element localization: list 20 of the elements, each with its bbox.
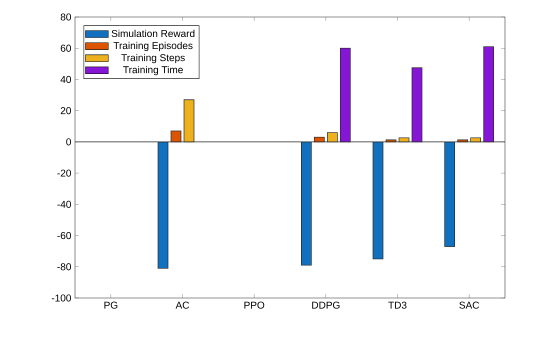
y-tick-label: 20: [60, 107, 72, 114]
x-tick-label: AC: [176, 302, 190, 309]
y-tick-label: 0: [66, 138, 72, 146]
y-tick-label: 40: [60, 76, 72, 83]
x-tick-label: SAC: [459, 302, 480, 309]
x-tick-label: TD3: [388, 302, 407, 309]
y-tick-label: 60: [60, 44, 72, 52]
y-tick-label: 80: [60, 13, 72, 21]
y-tick-label: -40: [57, 200, 72, 208]
y-tick-label: -60: [57, 232, 72, 240]
legend-label: Training Time: [123, 66, 183, 76]
x-tick-label: PG: [104, 302, 118, 309]
y-tick-label: -80: [57, 263, 72, 270]
legend-label: Training Steps: [121, 54, 185, 64]
x-tick-label: DDPG: [312, 302, 340, 309]
y-tick-label: -100: [52, 294, 72, 302]
legend-label: Training Episodes: [114, 42, 193, 52]
x-tick-label: PPO: [244, 302, 264, 309]
legend-label: Simulation Reward: [112, 30, 194, 38]
y-tick-label: -20: [57, 170, 72, 177]
